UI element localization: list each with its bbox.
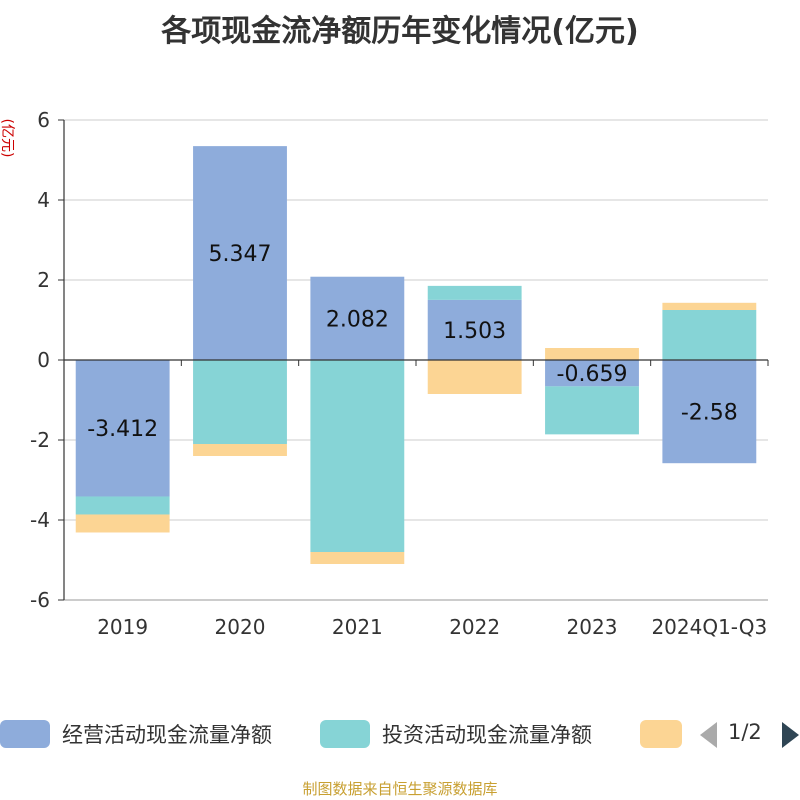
bar-2022-series-1 bbox=[427, 285, 522, 300]
legend-swatch-operating bbox=[0, 720, 50, 748]
legend-label-operating: 经营活动现金流量净额 bbox=[62, 723, 272, 747]
bar-value-label: 2.082 bbox=[326, 307, 389, 332]
chart-title: 各项现金流净额历年变化情况(亿元) bbox=[161, 14, 639, 49]
bar-2020-series-0 bbox=[193, 146, 287, 360]
y-tick-label: 4 bbox=[37, 188, 50, 212]
legend-item-investing[interactable]: 投资活动现金流量净额 bbox=[320, 716, 592, 752]
x-tick-label: 2023 bbox=[567, 615, 618, 639]
bar-2024Q1-Q3-series-1 bbox=[662, 310, 757, 360]
legend-page-indicator: 1/2 bbox=[728, 720, 762, 744]
y-tick-label: 2 bbox=[37, 268, 50, 292]
bar-2023-series-0 bbox=[545, 360, 639, 387]
legend-swatch-investing bbox=[320, 720, 370, 748]
legend-prev-page-icon[interactable] bbox=[700, 722, 717, 748]
x-tick-label: 2024Q1-Q3 bbox=[651, 615, 767, 639]
bar-2020-series-1 bbox=[193, 360, 287, 444]
bar-2022-series-2 bbox=[427, 360, 522, 394]
legend-next-page-icon[interactable] bbox=[782, 722, 799, 748]
x-tick-label: 2020 bbox=[215, 615, 266, 639]
x-tick-label: 2022 bbox=[449, 615, 500, 639]
bar-2020-series-2 bbox=[193, 444, 287, 456]
y-tick-label: -2 bbox=[30, 428, 50, 452]
axes: 6 4 2 0 -2 -4 -6 2019 2020 2021 2022 2023 2024Q1-Q3 bbox=[30, 108, 769, 639]
bar-2022-series-0 bbox=[427, 299, 522, 360]
legend-item-financing[interactable] bbox=[640, 716, 682, 752]
y-tick-label: -4 bbox=[30, 508, 50, 532]
bar-2019-series-0 bbox=[75, 360, 170, 497]
legend-item-operating[interactable]: 经营活动现金流量净额 bbox=[0, 716, 272, 752]
bar-value-label: 5.347 bbox=[209, 242, 272, 267]
bar-value-label: -3.412 bbox=[87, 417, 158, 442]
bar-2024Q1-Q3-series-0 bbox=[662, 360, 757, 464]
bar-2023-series-2 bbox=[545, 348, 639, 360]
bar-value-label: -0.659 bbox=[557, 362, 628, 387]
bars bbox=[75, 146, 757, 564]
x-tick-label: 2019 bbox=[97, 615, 148, 639]
bar-2021-series-2 bbox=[310, 552, 405, 564]
bar-2019-series-2 bbox=[75, 514, 170, 533]
legend-label-investing: 投资活动现金流量净额 bbox=[382, 723, 592, 747]
y-tick-label: 6 bbox=[37, 108, 50, 132]
y-tick-label: -6 bbox=[30, 588, 50, 612]
legend: 经营活动现金流量净额 投资活动现金流量净额 1/2 bbox=[0, 716, 800, 752]
bar-value-label: -2.58 bbox=[681, 401, 738, 426]
bar-2019-series-1 bbox=[75, 496, 170, 515]
bar-2023-series-1 bbox=[545, 386, 639, 435]
x-tick-label: 2021 bbox=[332, 615, 383, 639]
bar-2024Q1-Q3-series-2 bbox=[662, 302, 757, 310]
y-tick-label: 0 bbox=[37, 348, 50, 372]
bar-2021-series-1 bbox=[310, 360, 405, 552]
source-note: 制图数据来自恒生聚源数据库 bbox=[302, 780, 498, 798]
bar-2021-series-0 bbox=[310, 276, 405, 360]
bar-value-label: 1.503 bbox=[443, 319, 506, 344]
data-labels: -3.412 5.347 2.082 1.503 -0.659 -2.58 bbox=[87, 242, 738, 442]
legend-swatch-financing bbox=[640, 720, 682, 748]
